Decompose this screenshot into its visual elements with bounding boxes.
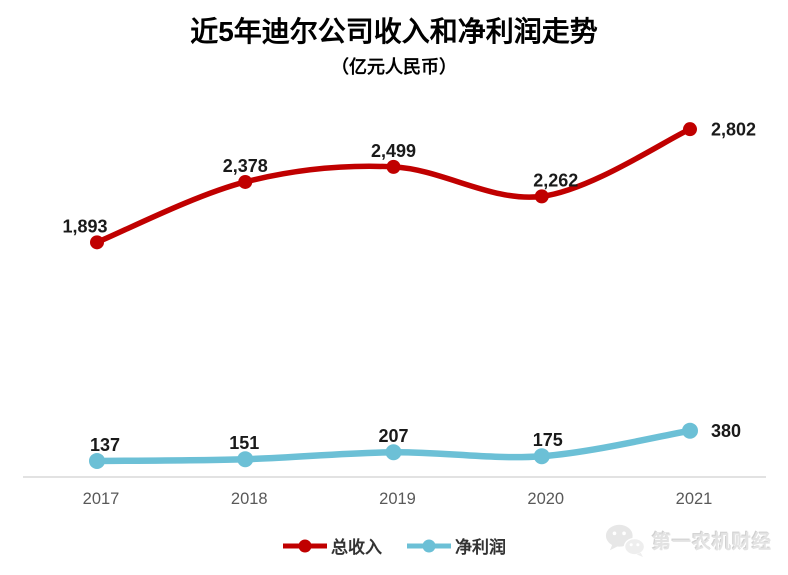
data-point-revenue-2021	[683, 122, 697, 137]
x-axis-tick: 2021	[676, 490, 713, 508]
data-label-profit: 175	[533, 430, 563, 450]
x-axis-tick: 2019	[379, 490, 416, 508]
legend-marker-revenue	[283, 539, 327, 552]
chart-header: 近5年迪尔公司收入和净利润走势 （亿元人民币）	[0, 16, 788, 79]
legend-item-profit: 净利润	[406, 533, 506, 558]
legend-label-revenue: 总收入	[331, 538, 382, 557]
data-label-profit: 151	[229, 433, 259, 453]
data-label-profit: 137	[90, 435, 120, 455]
data-point-revenue-2020	[534, 189, 549, 204]
data-label-profit: 380	[711, 421, 741, 441]
data-label-revenue: 2,378	[223, 156, 268, 176]
data-label-revenue: 2,262	[533, 170, 578, 190]
data-point-profit-2018	[237, 451, 254, 468]
data-label-revenue: 1,893	[62, 216, 107, 236]
legend-label-profit: 净利润	[455, 538, 506, 557]
data-point-profit-2017	[89, 452, 105, 469]
watermark: 第一农机财经	[604, 522, 772, 558]
legend-marker-profit	[407, 539, 451, 552]
data-label-profit: 207	[378, 426, 408, 446]
x-axis-tick: 2020	[527, 490, 564, 508]
data-point-profit-2021	[682, 422, 698, 439]
data-point-revenue-2018	[238, 174, 253, 189]
x-axis-tick: 2018	[231, 490, 268, 508]
data-label-revenue: 2,499	[371, 141, 416, 161]
x-axis-tick: 2017	[83, 490, 120, 508]
chart-subtitle: （亿元人民币）	[331, 57, 457, 77]
data-point-profit-2019	[385, 444, 402, 461]
chart-title: 近5年迪尔公司收入和净利润走势	[190, 16, 598, 47]
data-point-profit-2020	[533, 448, 550, 465]
wechat-icon	[605, 524, 646, 557]
data-point-revenue-2019	[386, 159, 401, 174]
legend-item-revenue: 总收入	[282, 533, 382, 558]
chart-legend: 总收入 净利润	[0, 533, 788, 558]
data-label-revenue: 2,802	[711, 120, 756, 140]
watermark-text: 第一农机财经	[652, 531, 773, 553]
data-point-revenue-2017	[90, 235, 104, 250]
